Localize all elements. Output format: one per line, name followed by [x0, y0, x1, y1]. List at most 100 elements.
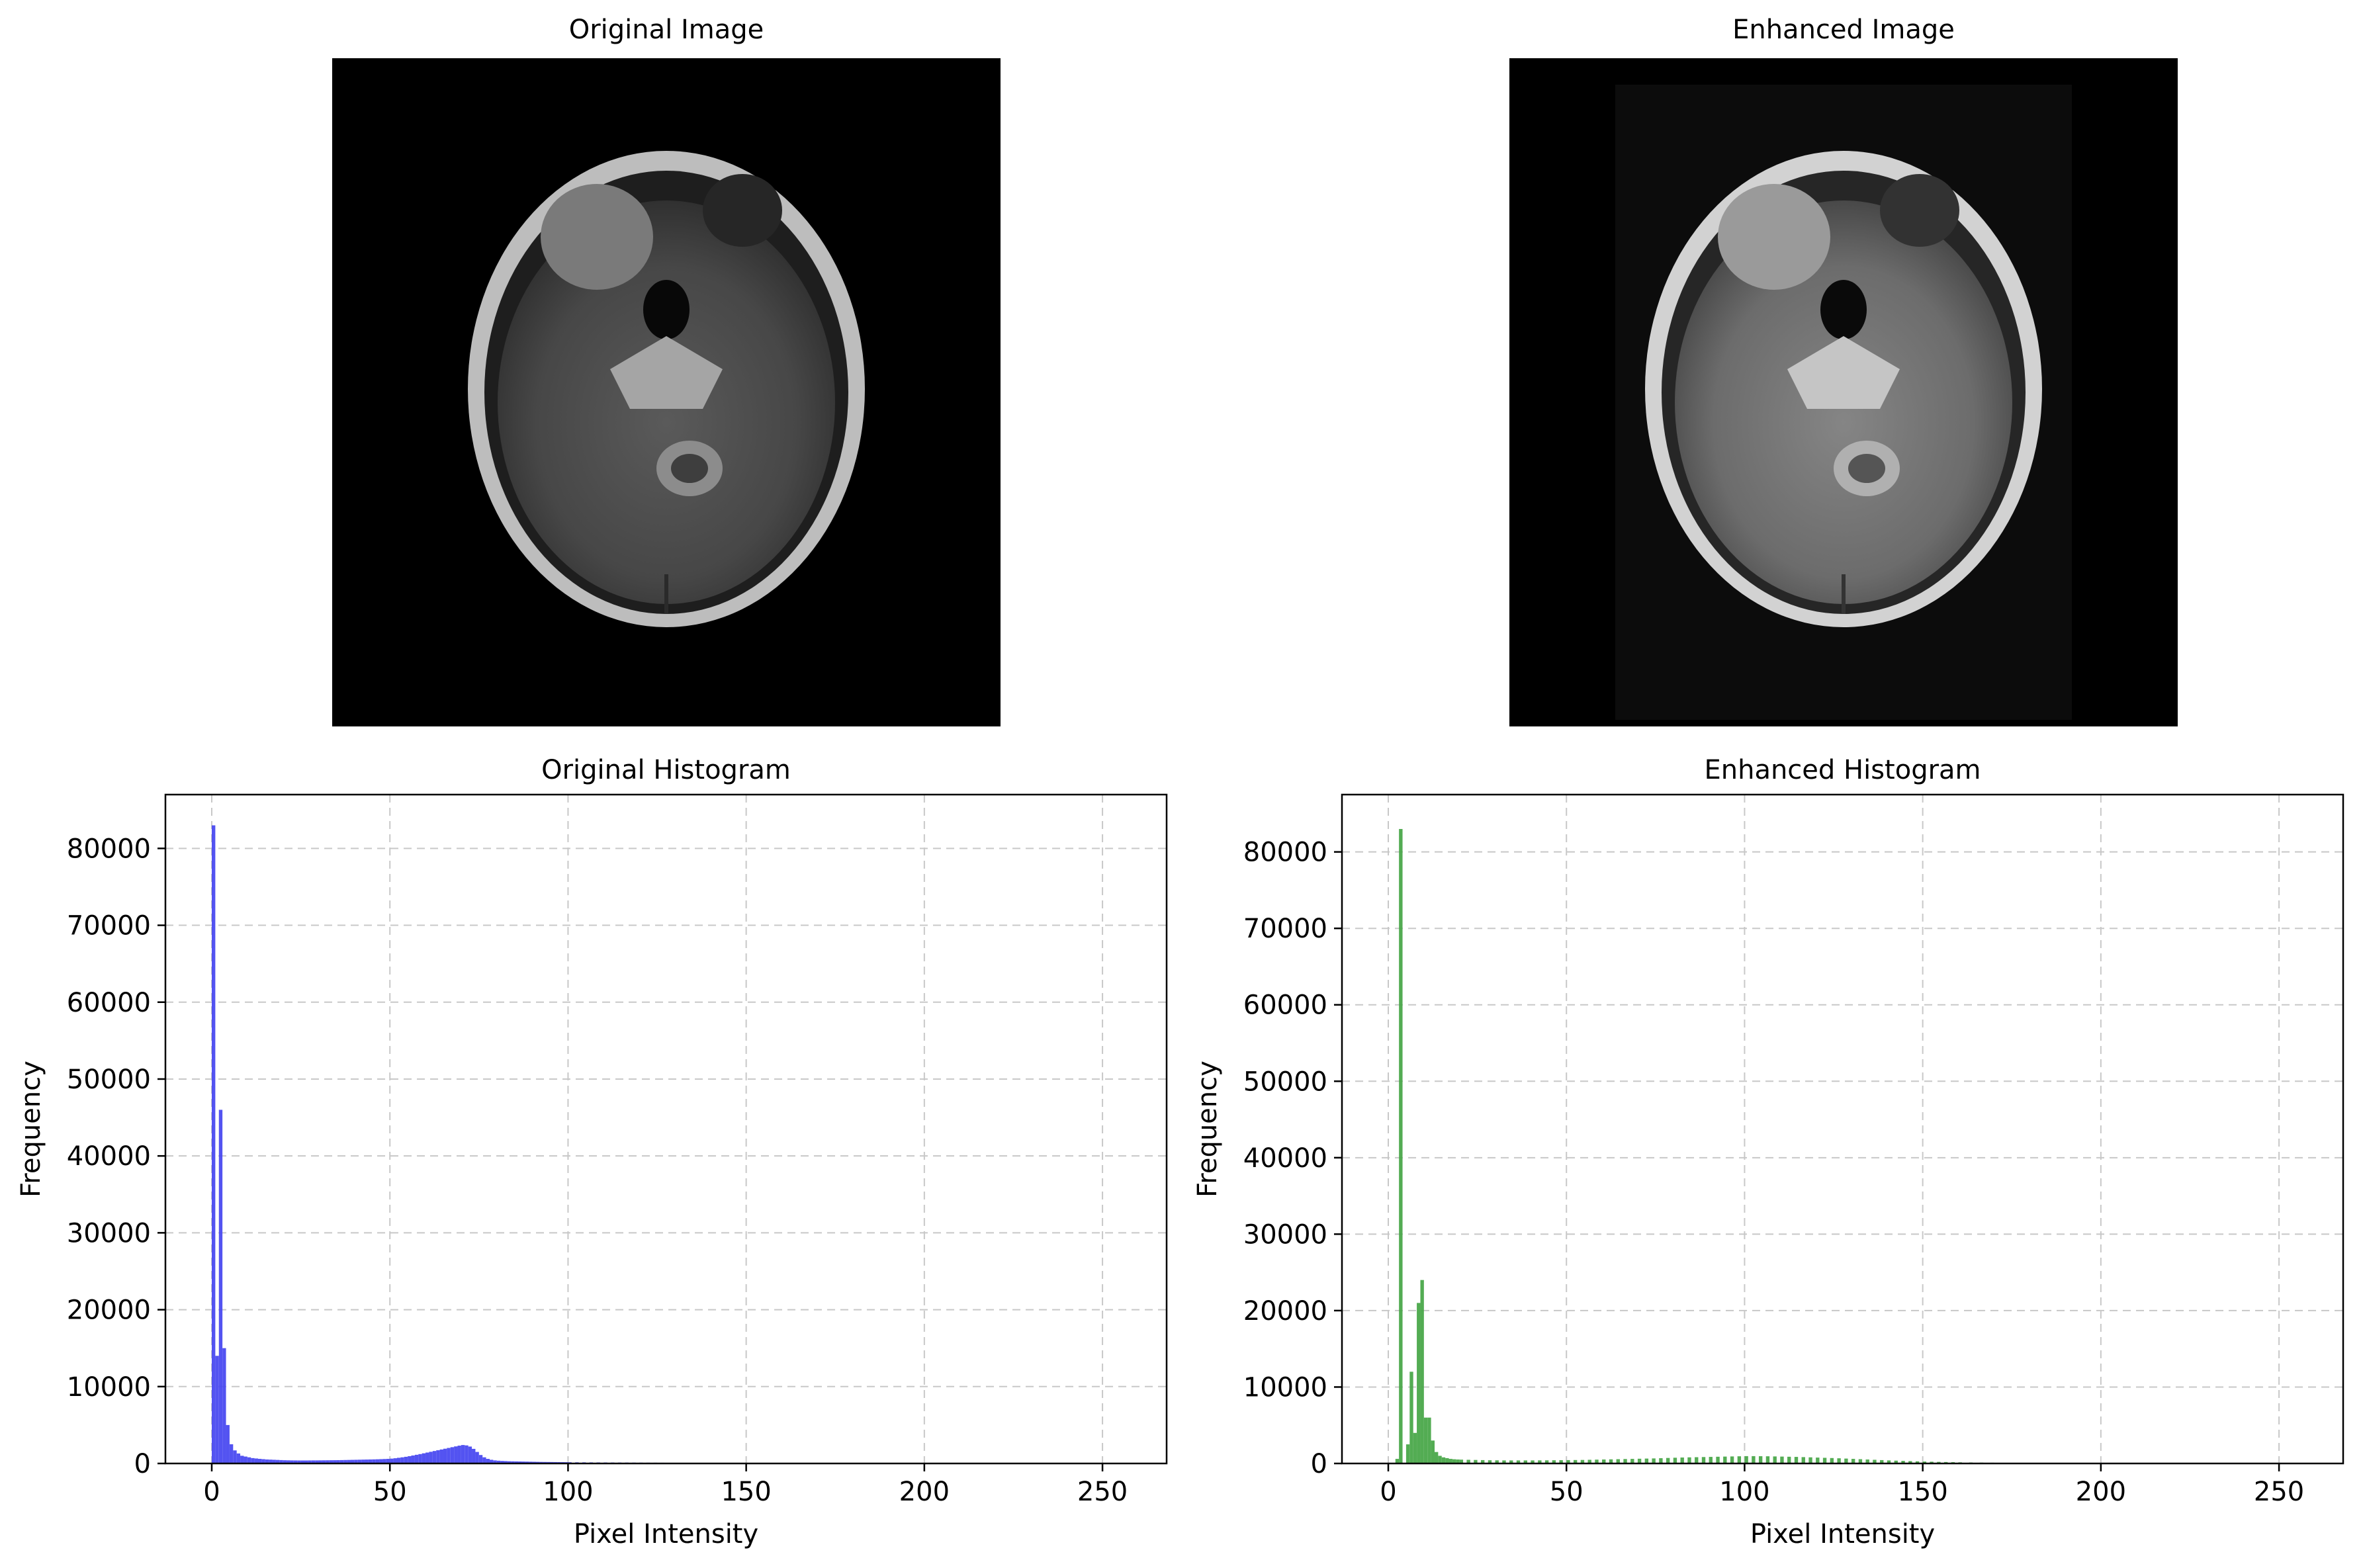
skull-base	[1787, 336, 1900, 409]
original-mri-drawing	[468, 151, 865, 627]
histogram-bar	[333, 1460, 337, 1463]
histogram-bar	[482, 1457, 486, 1463]
histogram-bar	[311, 1460, 316, 1463]
histogram-bar	[1801, 1457, 1805, 1463]
histogram-bar	[304, 1460, 308, 1463]
skull-base	[610, 336, 723, 409]
histogram-bar	[478, 1455, 483, 1463]
histogram-bar	[1544, 1460, 1549, 1463]
histogram-bar	[1474, 1459, 1478, 1463]
histogram-bar	[396, 1458, 401, 1463]
histogram-bar	[493, 1460, 497, 1463]
histogram-bar	[1709, 1457, 1713, 1463]
sinus	[643, 280, 690, 339]
histogram-bar	[1652, 1458, 1656, 1463]
histogram-bar	[1466, 1459, 1470, 1463]
histogram-bar	[226, 1424, 230, 1463]
histogram-bar	[1822, 1458, 1827, 1463]
histogram-bar	[254, 1458, 258, 1463]
histogram-bar	[489, 1459, 494, 1463]
histogram-bar	[1602, 1459, 1606, 1463]
histogram-bar	[261, 1459, 265, 1463]
x-tick-label: 200	[899, 1477, 950, 1507]
histogram-bar	[218, 1110, 223, 1463]
histogram-bar	[1502, 1460, 1506, 1463]
y-tick-label: 70000	[67, 911, 151, 941]
y-tick-label: 50000	[67, 1065, 151, 1095]
histogram-bar	[244, 1456, 247, 1463]
histogram-bar	[1659, 1458, 1663, 1463]
histogram-bar	[236, 1453, 241, 1463]
original-mri-image	[332, 58, 1001, 726]
histogram-bar	[257, 1459, 262, 1463]
histogram-bar	[379, 1459, 383, 1463]
histogram-bar	[1723, 1456, 1727, 1463]
histogram-bar	[297, 1460, 301, 1463]
histogram-bar	[1452, 1459, 1456, 1463]
histogram-bar	[1737, 1456, 1742, 1463]
histogram-bar	[408, 1456, 412, 1463]
histogram-bar	[514, 1461, 519, 1463]
histogram-bar	[1431, 1440, 1435, 1463]
y-tick-label: 10000	[1243, 1372, 1327, 1403]
histogram-bar	[1758, 1456, 1763, 1463]
y-tick-label: 0	[134, 1449, 151, 1479]
histogram-bar	[315, 1460, 319, 1463]
histogram-bar	[368, 1459, 373, 1463]
histogram-bar	[454, 1446, 458, 1463]
histogram-bar	[1744, 1456, 1748, 1463]
histogram-bar	[457, 1446, 461, 1463]
histogram-bar	[300, 1460, 304, 1463]
histogram-bar	[411, 1455, 415, 1463]
histogram-bar	[1730, 1456, 1734, 1463]
histogram-bar	[1587, 1459, 1591, 1463]
histogram-bar	[404, 1456, 408, 1463]
histogram-bar	[432, 1451, 437, 1463]
histogram-bar	[1673, 1458, 1677, 1463]
histogram-bar	[518, 1461, 522, 1463]
histogram-bar	[287, 1460, 290, 1463]
histogram-bar	[1395, 1459, 1400, 1463]
histogram-bar	[1509, 1460, 1513, 1463]
histogram-bar	[329, 1460, 334, 1463]
histogram-bar	[1523, 1460, 1527, 1463]
histogram-bar	[500, 1461, 504, 1463]
y-tick-label: 50000	[1243, 1067, 1327, 1097]
histogram-bar	[504, 1461, 508, 1463]
y-tick-label: 40000	[1243, 1143, 1327, 1174]
x-tick-label: 50	[373, 1477, 407, 1507]
histogram-bar	[1787, 1456, 1791, 1463]
histogram-bar	[308, 1460, 312, 1463]
histogram-bar	[1765, 1456, 1770, 1463]
histogram-bar	[1908, 1461, 1912, 1463]
histogram-bar	[1837, 1458, 1841, 1463]
histogram-bar	[468, 1446, 472, 1463]
histogram-bar	[1873, 1459, 1877, 1463]
histogram-bar	[1409, 1372, 1413, 1463]
histogram-bar	[1595, 1459, 1599, 1463]
histogram-panel-original: 0 50 100 150 200 250 0 10000 20000 30000 40000 5000…	[16, 755, 1168, 1549]
histogram-bar	[1901, 1461, 1905, 1463]
histogram-bar	[1413, 1432, 1417, 1463]
x-tick-label: 0	[1380, 1477, 1396, 1507]
histogram-bar	[1480, 1459, 1485, 1463]
x-tick-label: 250	[1077, 1477, 1128, 1507]
right-orbit	[1880, 174, 1959, 247]
x-tick-label: 100	[1719, 1477, 1769, 1507]
y-axis-label: Frequency	[1192, 1061, 1223, 1198]
histogram-bar	[1459, 1459, 1464, 1463]
histogram-bar	[339, 1459, 344, 1463]
histogram-bar	[322, 1460, 326, 1463]
histogram-bar	[400, 1457, 404, 1463]
histogram-bar	[375, 1459, 380, 1463]
histogram-bar	[1816, 1458, 1820, 1463]
histogram-bar	[436, 1450, 440, 1463]
y-tick-label: 20000	[67, 1295, 151, 1326]
histogram-bar	[382, 1459, 386, 1463]
histogram-bar	[1445, 1458, 1449, 1463]
histogram-panel-enhanced: 0 50 100 150 200 250 0 10000 20000 30000 40000 5000…	[1192, 755, 2344, 1549]
histogram-bar	[279, 1459, 283, 1463]
histogram-bar	[1516, 1460, 1521, 1463]
y-tick-label: 20000	[1243, 1296, 1327, 1327]
